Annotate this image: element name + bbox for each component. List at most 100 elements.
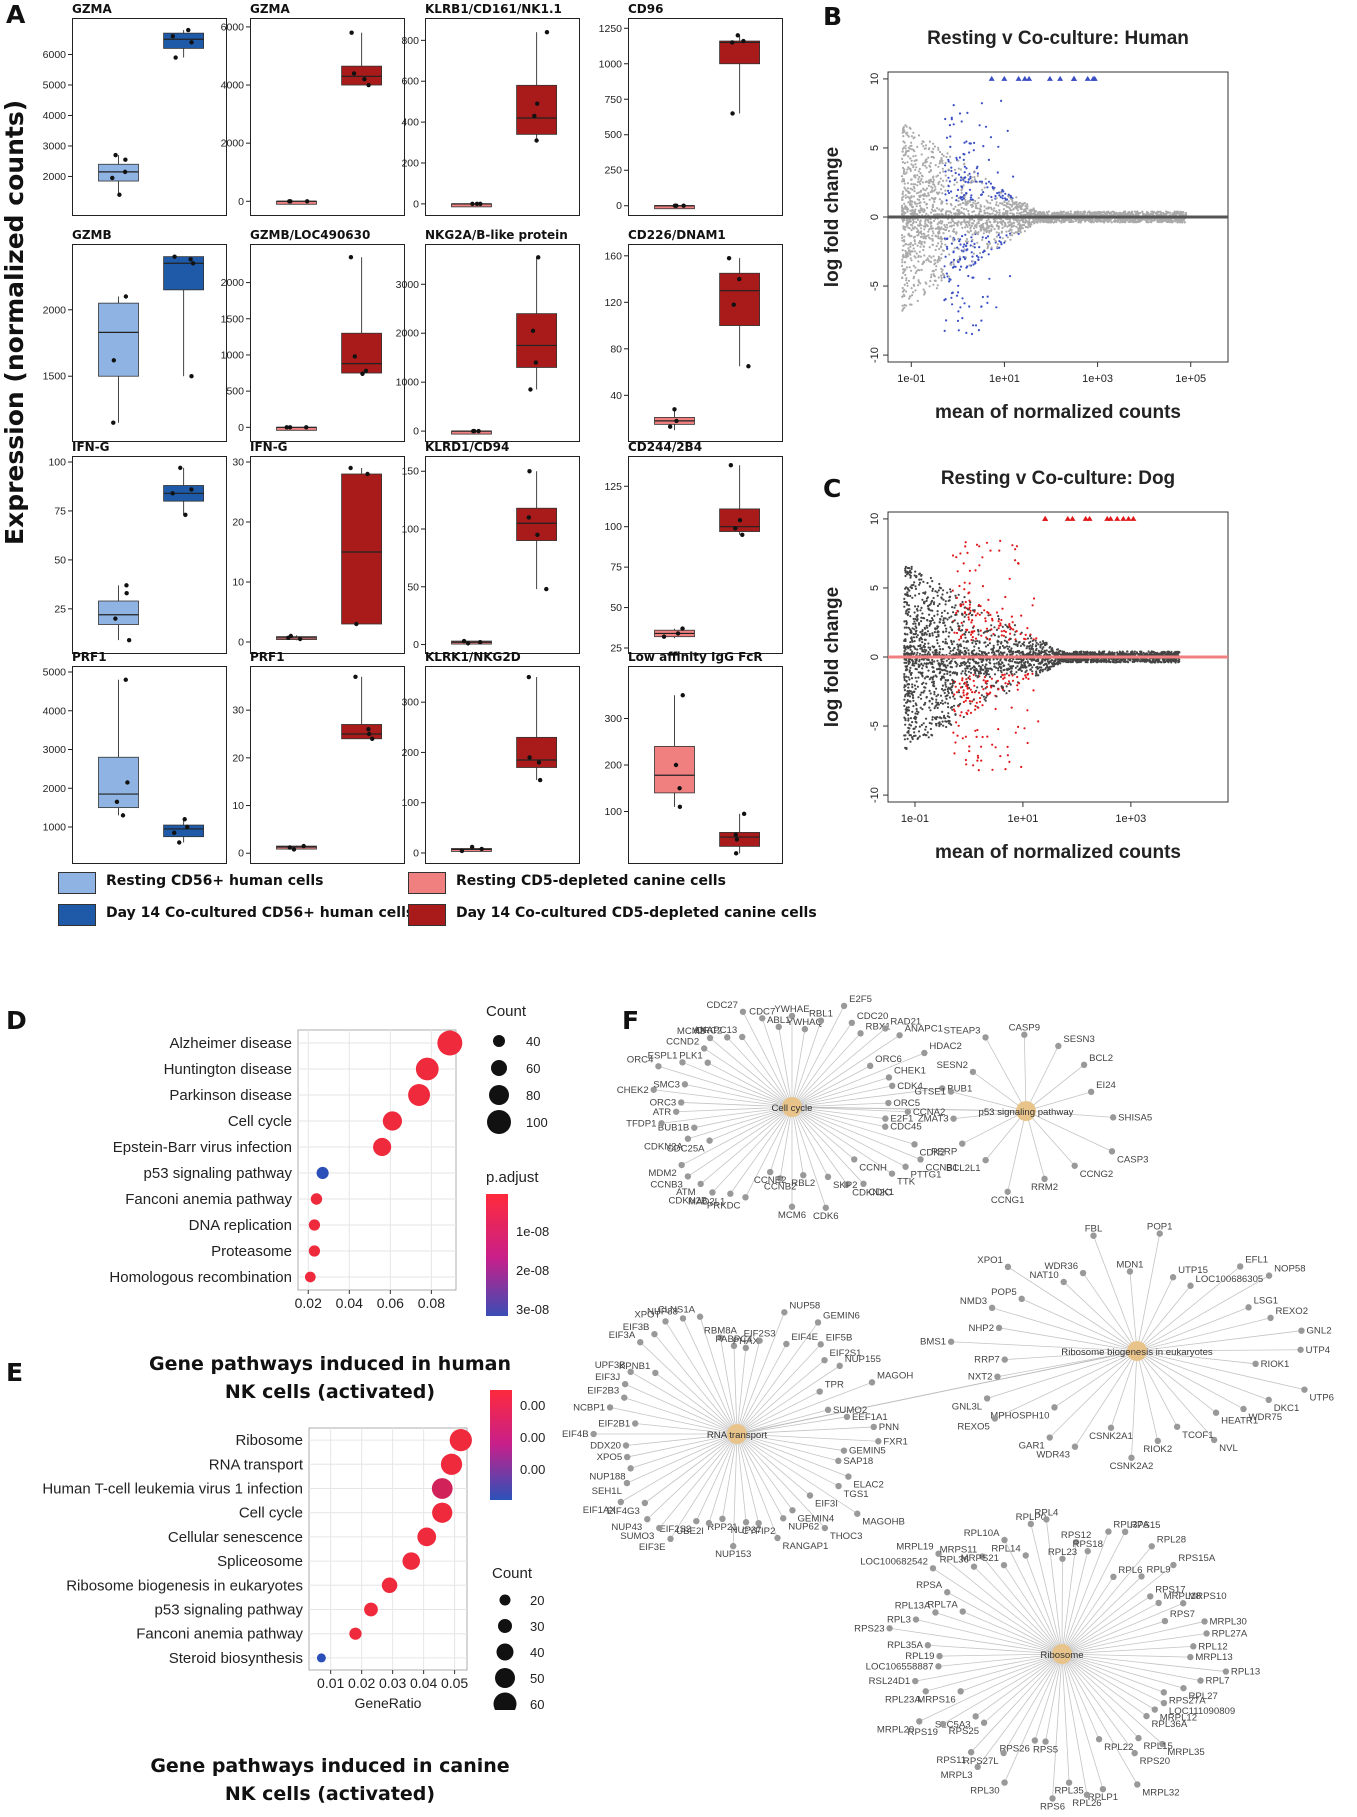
ma-point — [985, 219, 988, 222]
boxplot-point — [532, 113, 537, 119]
ma-point — [928, 632, 931, 636]
ma-point — [931, 243, 934, 247]
ma-point — [949, 278, 952, 281]
ma-point — [937, 221, 940, 224]
ma-point — [931, 234, 934, 237]
ma-point — [1027, 226, 1030, 229]
ma-point — [980, 256, 983, 259]
ma-point — [989, 202, 992, 205]
ma-point — [1026, 205, 1029, 208]
boxplot-point — [366, 727, 371, 732]
ma-point — [922, 237, 925, 240]
ma-point — [971, 636, 974, 639]
ma-point — [964, 198, 967, 201]
ma-point — [914, 266, 917, 269]
ma-point — [952, 260, 955, 263]
ma-point — [944, 189, 947, 192]
boxplot-point — [352, 354, 358, 359]
ma-point — [951, 219, 954, 222]
ma-ylabel: log fold change — [822, 587, 843, 727]
ma-point — [965, 244, 968, 248]
ma-point — [911, 244, 915, 247]
ma-point — [943, 609, 946, 612]
ma-point — [942, 619, 945, 622]
ma-point — [913, 640, 916, 643]
ma-point — [924, 237, 927, 240]
ma-point — [907, 166, 910, 169]
ma-point — [940, 242, 943, 245]
ma-point — [912, 166, 915, 169]
ma-point — [1175, 213, 1178, 216]
ma-point — [1136, 210, 1139, 213]
ma-point — [949, 626, 952, 629]
ma-point — [902, 126, 905, 129]
ma-point — [1039, 213, 1042, 216]
ma-point — [920, 268, 923, 271]
ma-point — [1024, 204, 1027, 207]
ma-point — [952, 258, 956, 261]
ma-point — [929, 576, 932, 580]
ma-point — [908, 196, 911, 199]
ma-point — [941, 162, 944, 165]
ma-point — [951, 692, 954, 695]
ma-point — [1084, 220, 1087, 223]
ma-point — [959, 695, 962, 698]
ma-point — [950, 116, 953, 119]
ma-point — [956, 224, 959, 227]
ma-point — [962, 220, 965, 223]
ma-point — [911, 710, 914, 713]
ma-point — [932, 209, 935, 212]
ma-point — [1111, 210, 1114, 213]
ma-point — [928, 198, 931, 201]
ma-point — [1016, 206, 1019, 209]
ma-point — [925, 212, 928, 215]
ma-point — [974, 637, 978, 640]
ma-point — [1042, 219, 1045, 222]
ma-point — [1167, 211, 1170, 214]
ma-point — [961, 235, 964, 238]
ma-point — [1002, 634, 1005, 637]
ma-point — [910, 183, 913, 186]
boxplot-point — [734, 837, 740, 842]
ma-point — [919, 204, 922, 207]
ma-point — [909, 257, 912, 260]
ma-point — [966, 174, 970, 177]
ma-point — [928, 634, 931, 638]
boxplot-tick-label: 0 — [238, 637, 244, 649]
ma-point — [915, 270, 918, 273]
ma-point — [940, 200, 943, 203]
ma-point — [1097, 212, 1100, 215]
ma-point — [962, 603, 965, 606]
panel-a-ylabel-text: Expression (normalized counts) — [0, 99, 29, 545]
ma-point — [909, 295, 912, 298]
ma-point — [1004, 595, 1007, 599]
ma-point — [930, 221, 933, 224]
ma-point — [977, 258, 980, 261]
ma-point — [1027, 222, 1030, 225]
ma-point — [1034, 644, 1038, 647]
ma-point — [979, 696, 982, 700]
ma-point — [1009, 234, 1012, 237]
ma-point — [991, 649, 995, 652]
ma-point — [916, 685, 919, 688]
ma-point — [1179, 210, 1182, 213]
boxplot-tick-label: 2000 — [43, 171, 67, 183]
ma-point — [1019, 228, 1022, 231]
ma-point — [940, 240, 943, 243]
ma-point — [976, 759, 979, 762]
ma-point — [938, 716, 942, 719]
ma-point — [901, 150, 904, 153]
ma-point — [922, 245, 925, 248]
ma-point — [1173, 210, 1176, 214]
ma-point — [945, 202, 948, 205]
ma-point — [968, 675, 971, 678]
ma-point — [901, 295, 904, 298]
ma-point — [1067, 218, 1070, 221]
ma-point — [965, 331, 968, 334]
boxplot-title: IFN-G — [72, 440, 110, 454]
ma-point — [917, 134, 921, 137]
ma-point — [1038, 661, 1042, 664]
ma-point — [1001, 212, 1004, 215]
ma-point — [975, 226, 978, 229]
